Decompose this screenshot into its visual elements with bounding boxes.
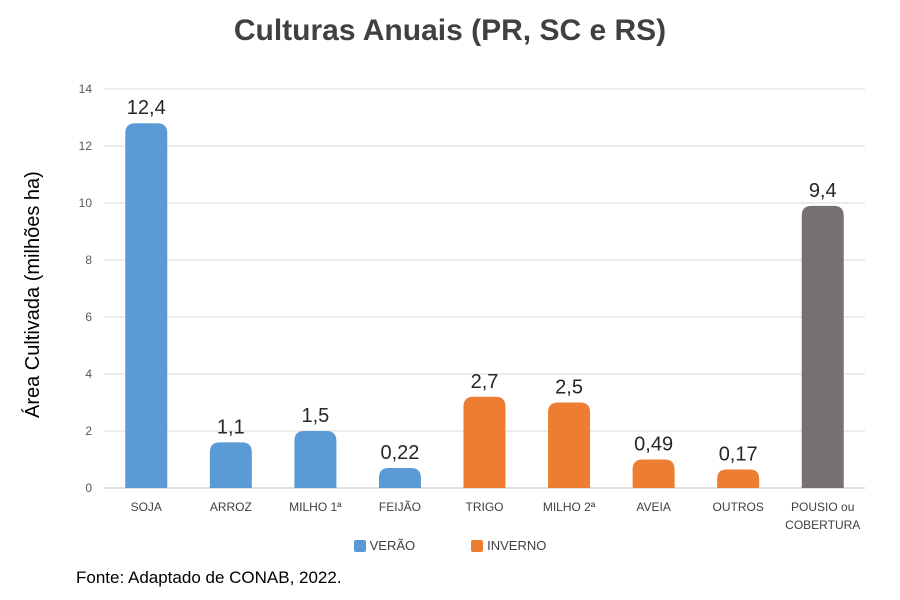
data-label: 1,5 <box>301 405 329 427</box>
legend-label-verao: VERÃO <box>369 538 416 553</box>
data-label: 9,4 <box>809 180 837 202</box>
bar <box>801 205 844 488</box>
data-label: 12,4 <box>127 97 166 119</box>
x-tick-label: MILHO 1ª <box>289 500 342 514</box>
bar <box>294 431 337 488</box>
legend-item-inverno: INVERNO <box>471 538 546 553</box>
source-note: Fonte: Adaptado de CONAB, 2022. <box>76 568 342 587</box>
x-tick-label: SOJA <box>131 500 162 514</box>
x-tick-label: TRIGO <box>466 500 504 514</box>
y-tick-label: 8 <box>85 253 92 267</box>
x-tick-label: ARROZ <box>210 500 252 514</box>
y-tick-label: 2 <box>85 424 92 438</box>
bar <box>209 442 252 488</box>
data-label: 2,7 <box>471 371 499 393</box>
data-label: 2,5 <box>555 377 583 399</box>
y-tick-label: 0 <box>85 481 92 495</box>
bar <box>717 469 760 488</box>
bar <box>632 459 675 488</box>
data-label: 1,1 <box>217 416 245 438</box>
x-tick-label: OUTROS <box>712 500 763 514</box>
legend-swatch-inverno <box>471 539 484 552</box>
bar <box>378 468 421 488</box>
y-tick-label: 4 <box>85 367 92 381</box>
bar <box>125 123 168 488</box>
y-tick-label: 14 <box>79 82 93 96</box>
x-tick-label: FEIJÃO <box>379 500 421 514</box>
legend-swatch-verao <box>353 539 366 552</box>
legend-label-inverno: INVERNO <box>487 538 547 553</box>
y-tick-label: 10 <box>79 196 93 210</box>
chart-title: Culturas Anuais (PR, SC e RS) <box>233 14 667 47</box>
x-tick-label: MILHO 2ª <box>543 500 596 514</box>
y-tick-label: 12 <box>79 139 93 153</box>
data-label: 0,22 <box>380 442 419 464</box>
legend: VERÃO INVERNO <box>0 538 900 553</box>
x-tick-label: COBERTURA <box>785 518 860 532</box>
data-label: 0,49 <box>634 434 673 456</box>
bar <box>548 402 591 488</box>
x-tick-label: POUSIO ou <box>791 500 854 514</box>
data-label: 0,17 <box>719 443 758 465</box>
legend-item-verao: VERÃO <box>353 538 416 553</box>
y-tick-label: 6 <box>85 310 92 324</box>
bar <box>463 396 506 488</box>
x-tick-label: AVEIA <box>636 500 670 514</box>
